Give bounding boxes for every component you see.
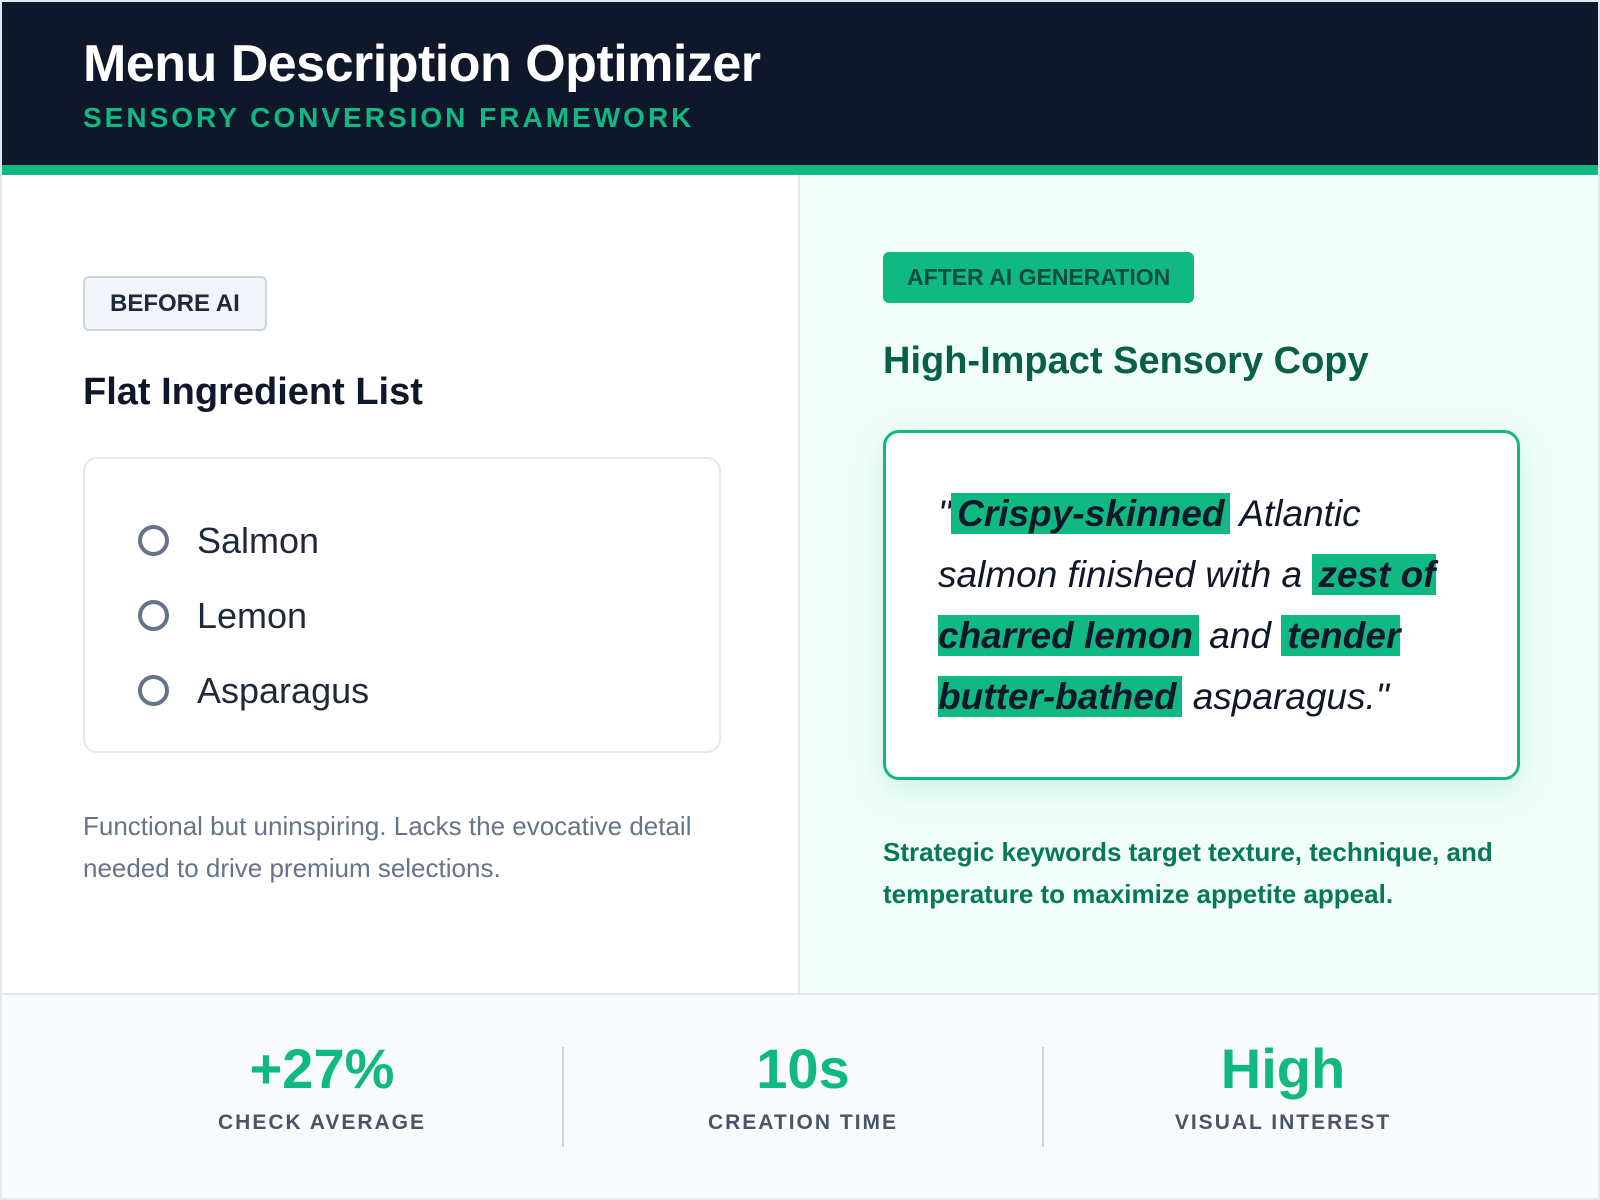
before-caption: Functional but uninspiring. Lacks the ev…: [83, 811, 692, 883]
keyword-highlight: Crispy-skinned: [951, 493, 1231, 534]
list-item: Lemon: [138, 578, 719, 653]
after-caption: Strategic keywords target texture, techn…: [883, 837, 1493, 909]
stat-label: CHECK AVERAGE: [217, 1110, 427, 1134]
circle-icon: [138, 525, 169, 556]
quote: ": [938, 493, 952, 534]
stat-check-average: +27% CHECK AVERAGE: [82, 1038, 562, 1147]
stat-visual-interest: High VISUAL INTEREST: [1042, 1038, 1522, 1147]
app-subtitle: SENSORY CONVERSION FRAMEWORK: [83, 102, 695, 133]
app-title: Menu Description Optimizer: [83, 35, 761, 93]
circle-icon: [138, 675, 169, 706]
copy-text: Atlantic salmon finished with a: [938, 493, 1361, 595]
sensory-copy-card: " Crispy-skinned Atlantic salmon finished…: [883, 430, 1520, 780]
stat-label: VISUAL INTEREST: [1174, 1110, 1392, 1134]
after-panel: AFTER AI GENERATION High-Impact Sensory …: [800, 175, 1598, 993]
copy-text: and: [1198, 615, 1282, 656]
after-badge: AFTER AI GENERATION: [883, 252, 1195, 303]
stat-value: High: [1220, 1036, 1346, 1100]
item-label: Lemon: [197, 594, 308, 636]
before-panel: BEFORE AI Flat Ingredient List Salmon Le…: [2, 175, 800, 993]
circle-icon: [138, 600, 169, 631]
header: Menu Description Optimizer SENSORY CONVE…: [2, 2, 1598, 175]
before-heading: Flat Ingredient List: [83, 371, 423, 413]
stats-bar: +27% CHECK AVERAGE 10s CREATION TIME High V…: [2, 993, 1598, 1198]
list-item: Asparagus: [138, 653, 719, 728]
ingredient-list: Salmon Lemon Asparagus: [83, 457, 721, 753]
after-heading: High-Impact Sensory Copy: [883, 340, 1369, 382]
stat-creation-time: 10s CREATION TIME: [562, 1038, 1042, 1147]
list-item: Salmon: [138, 503, 719, 578]
stat-value: 10s: [756, 1036, 850, 1100]
before-badge: BEFORE AI: [83, 276, 267, 331]
stat-value: +27%: [249, 1036, 395, 1100]
copy-text: asparagus.": [1182, 676, 1389, 717]
item-label: Asparagus: [197, 669, 370, 711]
item-label: Salmon: [197, 519, 320, 561]
stat-label: CREATION TIME: [707, 1110, 899, 1134]
